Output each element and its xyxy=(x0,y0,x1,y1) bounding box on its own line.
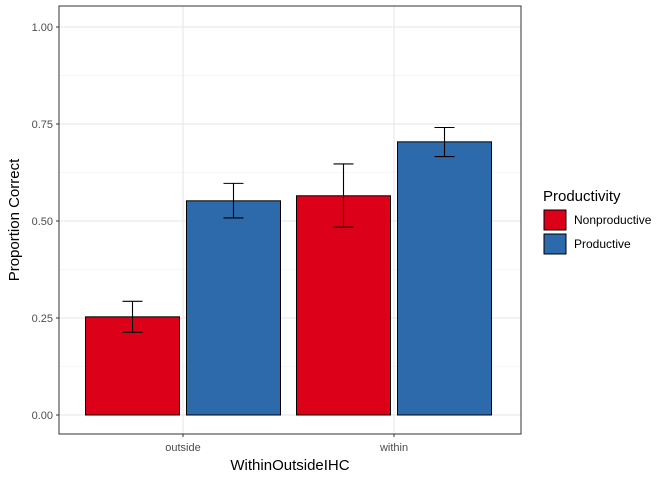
legend-item-nonproductive: Nonproductive xyxy=(543,209,652,231)
y-axis: 0.00 0.25 0.50 0.75 1.00 xyxy=(32,22,59,422)
y-tick-label: 0.00 xyxy=(32,410,53,422)
y-tick-label: 0.75 xyxy=(32,119,53,131)
legend-swatch xyxy=(543,209,567,231)
panel-border xyxy=(58,5,522,435)
bar-productive-outside xyxy=(186,200,281,416)
x-axis-title: WithinOutsideIHC xyxy=(230,457,349,474)
error-bar-nonproductive-outside xyxy=(122,300,143,333)
error-bar-nonproductive-within xyxy=(333,163,354,228)
x-axis: outside within xyxy=(165,434,408,454)
y-tick-label: 0.25 xyxy=(32,313,53,325)
error-bar-productive-outside xyxy=(223,182,244,219)
legend-title: Productivity xyxy=(543,188,621,205)
legend: Productivity Nonproductive Productive xyxy=(543,188,652,255)
legend-label: Nonproductive xyxy=(574,213,652,227)
y-tick-label: 0.50 xyxy=(32,216,53,228)
bars xyxy=(85,141,492,416)
y-axis-title: Proportion Correct xyxy=(6,158,23,281)
error-bars xyxy=(122,126,455,333)
bar-productive-within xyxy=(397,141,492,416)
bar-nonproductive-within xyxy=(296,195,391,416)
legend-label: Productive xyxy=(574,237,631,251)
legend-item-productive: Productive xyxy=(543,233,631,255)
y-tick-label: 1.00 xyxy=(32,22,53,34)
error-bar-productive-within xyxy=(434,126,455,158)
bar-nonproductive-outside xyxy=(85,316,180,416)
x-tick-label: within xyxy=(379,442,408,454)
legend-swatch xyxy=(543,233,567,255)
x-tick-label: outside xyxy=(165,442,200,454)
